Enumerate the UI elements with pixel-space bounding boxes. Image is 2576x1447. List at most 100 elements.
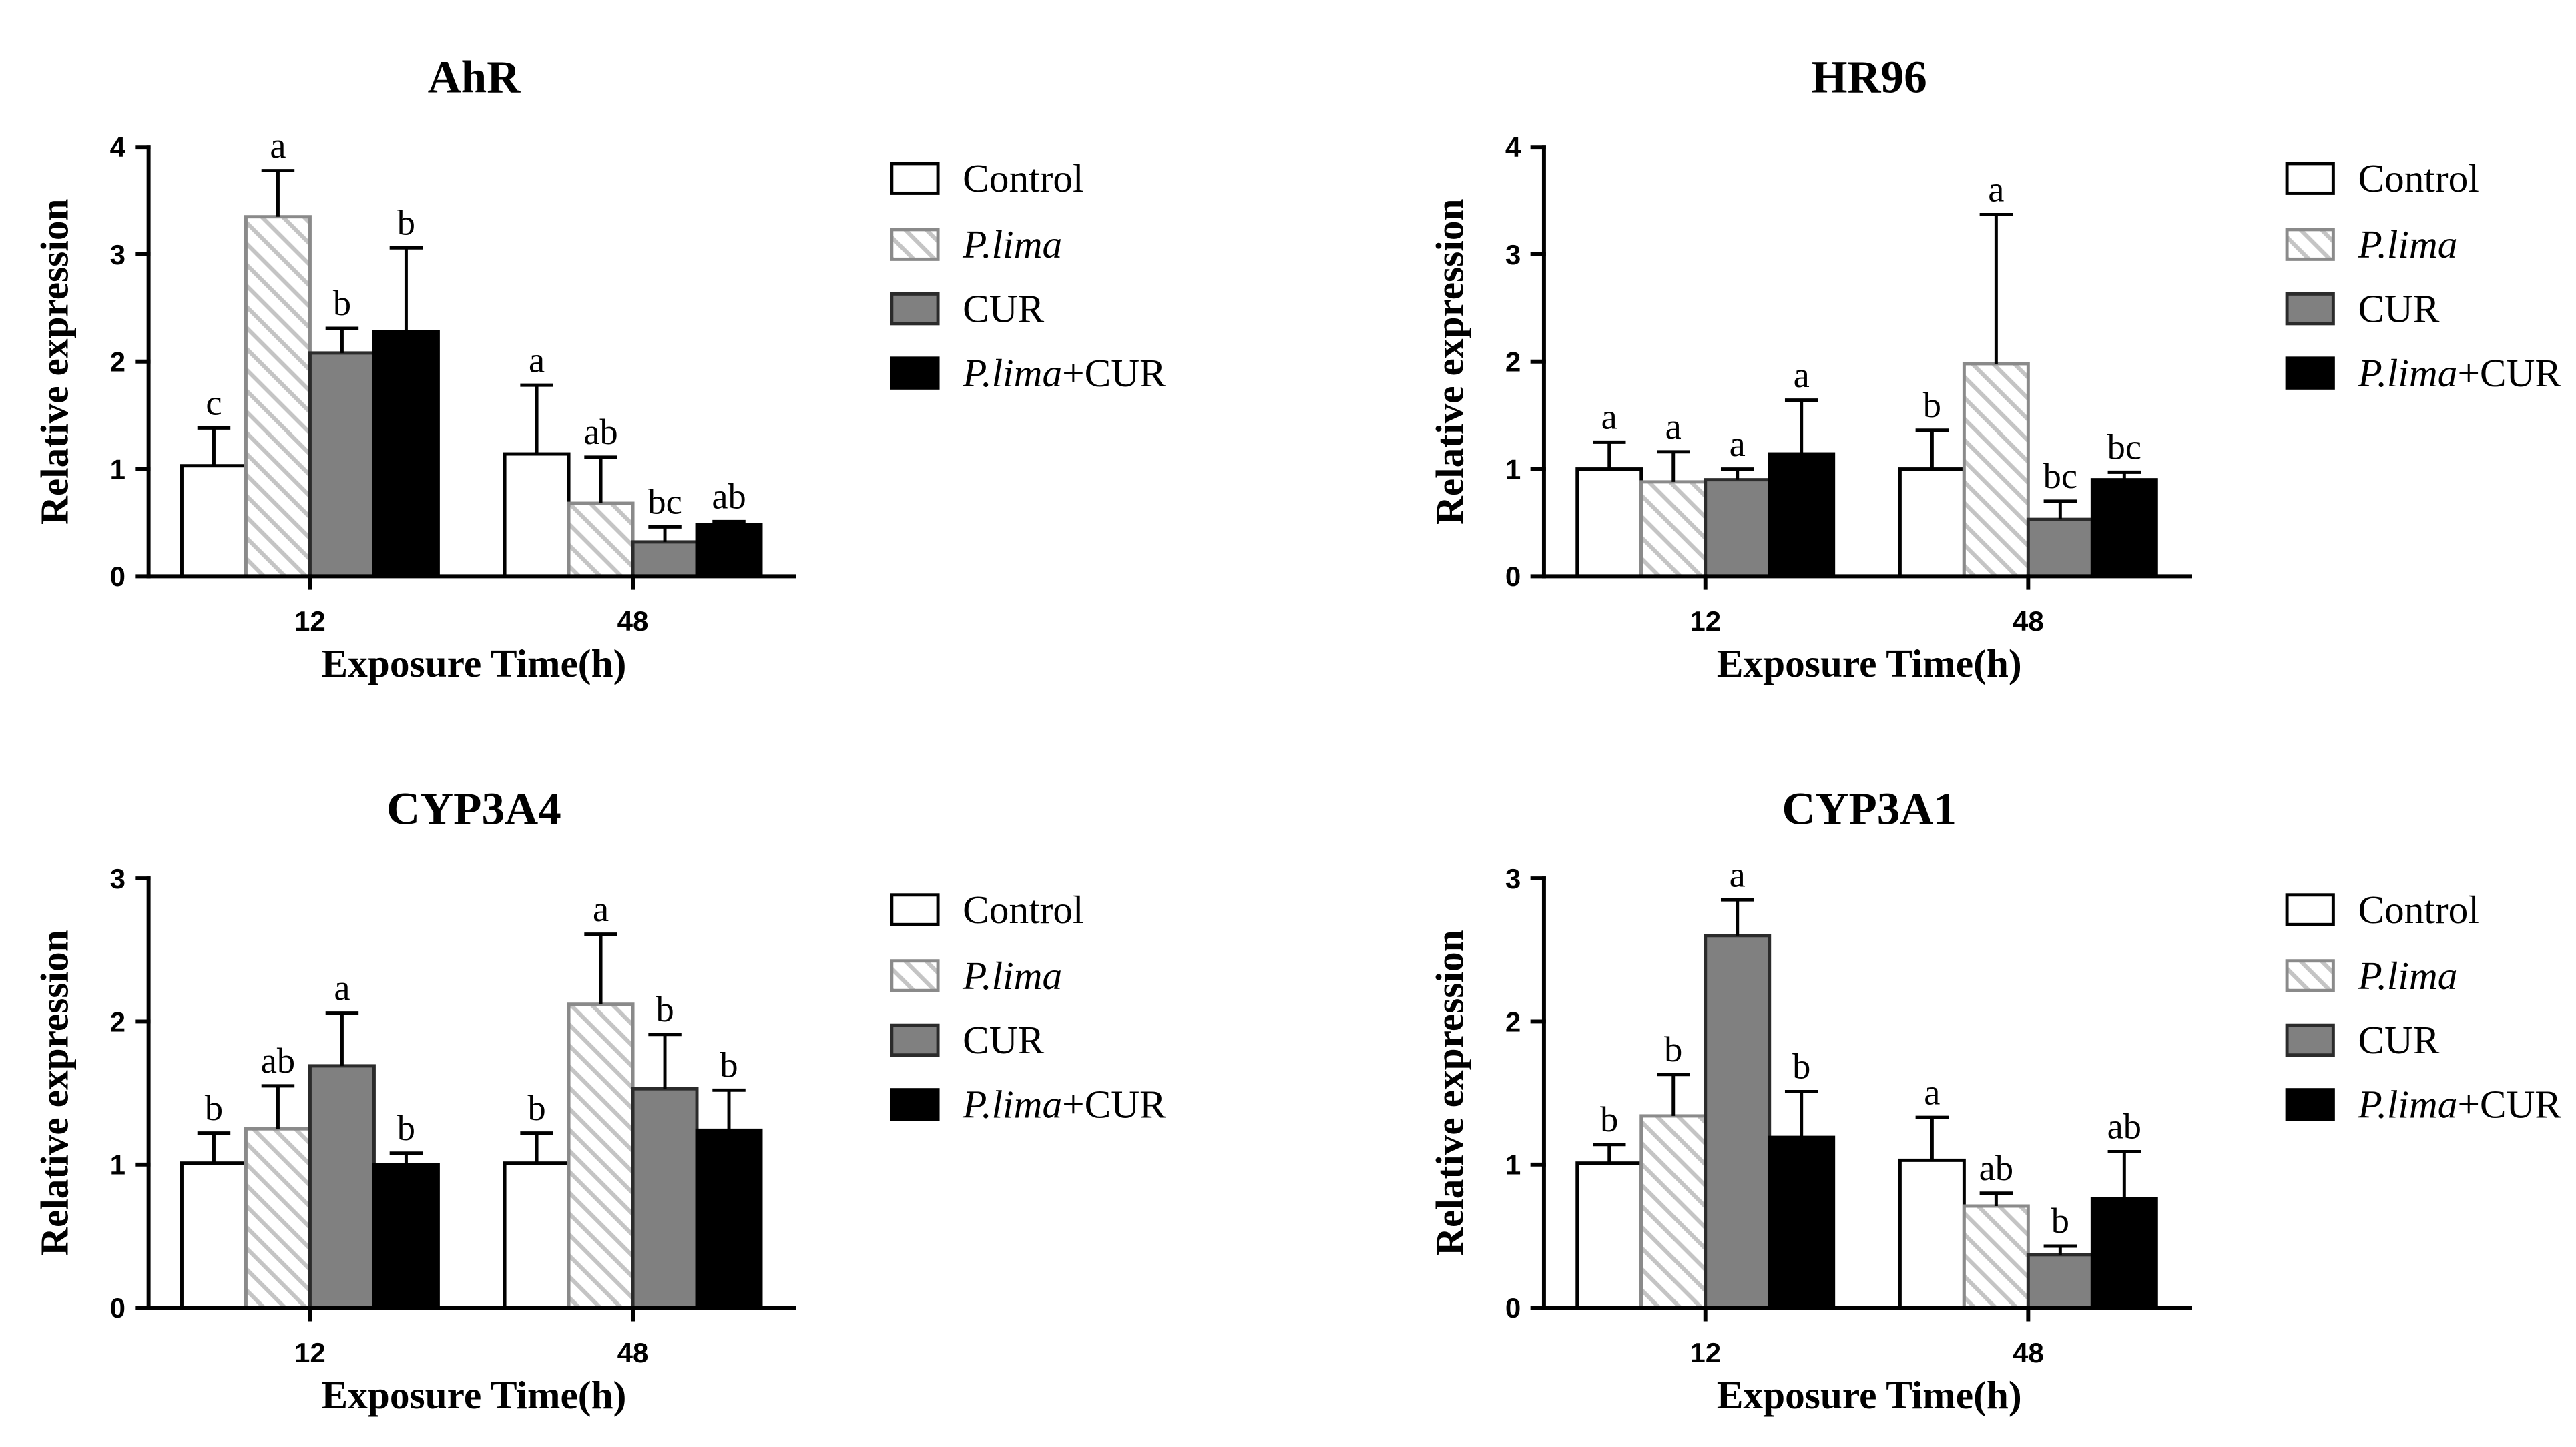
bar-hr96-12h-p-lima-cur bbox=[1768, 452, 1836, 578]
bar-cyp3a1-12h-control bbox=[1575, 1161, 1643, 1310]
legend-swatch-hr96-cur bbox=[2285, 292, 2335, 326]
bar-ahr-12h-cur bbox=[308, 351, 376, 578]
legend-swatch-hr96-p-lima-cur bbox=[2285, 356, 2335, 390]
significance-letter-cyp3a1-12h-p-lima: b bbox=[1664, 1029, 1682, 1069]
legend-label-part: +CUR bbox=[2457, 1083, 2561, 1127]
y-tick-label-cyp3a4-1: 1 bbox=[110, 1149, 125, 1181]
y-tick-label-ahr-1: 1 bbox=[110, 453, 125, 485]
bar-cyp3a1-48h-control bbox=[1898, 1158, 1966, 1310]
significance-letter-cyp3a1-12h-cur: a bbox=[1730, 854, 1746, 894]
legend-label-part: CUR bbox=[2358, 286, 2439, 330]
legend-label-cyp3a1-p-lima: P.lima bbox=[2357, 954, 2457, 998]
legend-swatch-cyp3a1-cur bbox=[2285, 1023, 2335, 1057]
legend-label-cyp3a4-cur: CUR bbox=[963, 1018, 1044, 1062]
y-tick-label-hr96-4: 4 bbox=[1505, 131, 1521, 163]
bar-ahr-12h-p-lima bbox=[244, 215, 312, 578]
legend-label-part: P.lima bbox=[2357, 1083, 2457, 1127]
x-tick-label-cyp3a1-12: 12 bbox=[1690, 1337, 1721, 1368]
legend-label-part: P.lima bbox=[2357, 954, 2457, 998]
significance-letter-cyp3a4-48h-p-lima: a bbox=[593, 889, 609, 929]
y-tick-label-ahr-4: 4 bbox=[110, 131, 126, 163]
significance-letter-hr96-12h-control: a bbox=[1601, 397, 1617, 437]
significance-letter-ahr-12h-cur: b bbox=[333, 283, 351, 323]
significance-letter-cyp3a1-48h-p-lima: ab bbox=[1979, 1148, 2013, 1188]
y-tick-label-cyp3a1-2: 2 bbox=[1505, 1006, 1521, 1037]
bar-cyp3a4-48h-p-lima bbox=[567, 1002, 635, 1310]
bar-cyp3a1-12h-p-lima bbox=[1639, 1114, 1708, 1310]
legend-swatch-cyp3a4-cur bbox=[890, 1023, 940, 1057]
bar-cyp3a1-12h-cur bbox=[1704, 934, 1772, 1310]
bar-ahr-12h-control bbox=[180, 464, 248, 578]
significance-letter-cyp3a1-48h-cur: b bbox=[2051, 1201, 2069, 1241]
bar-cyp3a4-48h-cur bbox=[631, 1087, 699, 1310]
x-tick-label-cyp3a1-48: 48 bbox=[2013, 1337, 2044, 1368]
bar-cyp3a4-12h-control bbox=[180, 1161, 248, 1310]
legend-label-hr96-p-lima: P.lima bbox=[2357, 222, 2457, 266]
legend-label-part: CUR bbox=[963, 1018, 1044, 1062]
chart-title-hr96: HR96 bbox=[1812, 51, 1927, 103]
legend-label-cyp3a4-p-lima: P.lima bbox=[962, 954, 1062, 998]
significance-letter-cyp3a4-12h-control: b bbox=[205, 1088, 223, 1128]
bar-cyp3a4-48h-p-lima-cur bbox=[695, 1128, 763, 1310]
x-axis-label-ahr: Exposure Time(h) bbox=[322, 641, 627, 685]
y-tick-label-cyp3a4-0: 0 bbox=[110, 1292, 125, 1324]
legend-label-part: Control bbox=[963, 156, 1083, 200]
x-tick-label-ahr-48: 48 bbox=[617, 605, 649, 637]
legend-label-cyp3a4-control: Control bbox=[963, 888, 1083, 932]
bar-ahr-12h-p-lima-cur bbox=[372, 330, 440, 578]
legend-label-cyp3a1-control: Control bbox=[2358, 888, 2479, 932]
significance-letter-cyp3a4-48h-p-lima-cur: b bbox=[720, 1045, 738, 1085]
y-tick-label-ahr-3: 3 bbox=[110, 239, 125, 270]
legend-label-part: P.lima bbox=[2357, 351, 2457, 395]
significance-letter-hr96-12h-p-lima: a bbox=[1665, 406, 1682, 447]
significance-letter-hr96-48h-p-lima-cur: bc bbox=[2107, 427, 2141, 467]
y-axis-label-ahr: Relative expression bbox=[32, 198, 76, 525]
bar-hr96-12h-cur bbox=[1704, 478, 1772, 578]
legend-label-part: P.lima bbox=[962, 351, 1062, 395]
legend-swatch-cyp3a4-p-lima bbox=[890, 959, 940, 992]
legend-label-part: Control bbox=[2358, 156, 2479, 200]
significance-letter-cyp3a4-12h-cur: a bbox=[334, 968, 350, 1008]
legend-label-cyp3a4-p-lima-cur: P.lima+CUR bbox=[962, 1083, 1166, 1127]
legend-swatch-ahr-control bbox=[890, 162, 940, 195]
y-tick-label-ahr-0: 0 bbox=[110, 561, 125, 592]
x-tick-label-cyp3a4-48: 48 bbox=[617, 1337, 649, 1368]
bar-hr96-12h-control bbox=[1575, 467, 1643, 578]
x-axis-label-cyp3a4: Exposure Time(h) bbox=[322, 1373, 627, 1417]
x-tick-label-ahr-12: 12 bbox=[294, 605, 326, 637]
significance-letter-cyp3a1-48h-p-lima-cur: ab bbox=[2107, 1107, 2141, 1147]
y-tick-label-cyp3a1-1: 1 bbox=[1505, 1149, 1521, 1181]
significance-letter-hr96-48h-control: b bbox=[1923, 385, 1941, 425]
legend-swatch-cyp3a4-control bbox=[890, 893, 940, 926]
bar-cyp3a1-48h-cur bbox=[2026, 1253, 2094, 1310]
legend-swatch-cyp3a1-control bbox=[2285, 893, 2335, 926]
bar-ahr-48h-p-lima-cur bbox=[695, 523, 763, 578]
legend-label-cyp3a1-p-lima-cur: P.lima+CUR bbox=[2357, 1083, 2561, 1127]
legend-label-cyp3a1-cur: CUR bbox=[2358, 1018, 2439, 1062]
y-tick-label-hr96-0: 0 bbox=[1505, 561, 1521, 592]
x-tick-label-hr96-48: 48 bbox=[2013, 605, 2044, 637]
legend-swatch-ahr-p-lima bbox=[890, 228, 940, 261]
bar-hr96-12h-p-lima bbox=[1639, 480, 1708, 578]
legend-label-hr96-cur: CUR bbox=[2358, 286, 2439, 330]
significance-letter-cyp3a4-12h-p-lima: ab bbox=[261, 1041, 295, 1081]
legend-label-ahr-p-lima-cur: P.lima+CUR bbox=[962, 351, 1166, 395]
legend-swatch-cyp3a1-p-lima bbox=[2285, 959, 2335, 992]
significance-letter-hr96-12h-p-lima-cur: a bbox=[1794, 355, 1810, 395]
significance-letter-ahr-48h-cur: bc bbox=[648, 482, 682, 522]
legend-swatch-ahr-cur bbox=[890, 292, 940, 326]
legend-cyp3a4: Control P.lima CUR P.lima+CUR bbox=[890, 888, 1166, 1127]
chart-title-cyp3a1: CYP3A1 bbox=[1782, 782, 1957, 834]
x-tick-label-cyp3a4-12: 12 bbox=[294, 1337, 326, 1368]
bar-ahr-48h-control bbox=[503, 452, 571, 578]
bar-ahr-48h-cur bbox=[631, 540, 699, 578]
significance-letter-cyp3a1-12h-control: b bbox=[1600, 1099, 1618, 1139]
bar-cyp3a4-48h-control bbox=[503, 1161, 571, 1310]
bar-cyp3a4-12h-p-lima bbox=[244, 1127, 312, 1310]
bar-ahr-48h-p-lima bbox=[567, 501, 635, 578]
significance-letter-cyp3a4-48h-control: b bbox=[527, 1088, 545, 1128]
